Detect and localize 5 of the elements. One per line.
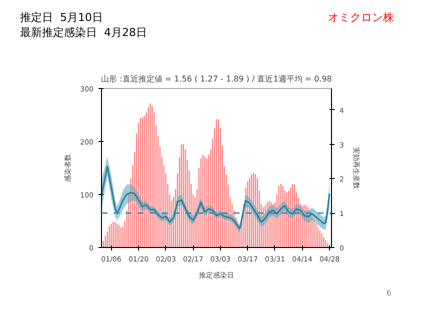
text: 6 [386,288,392,298]
text: 最新推定感染日 4月28日 [20,25,147,41]
text: オミクロン株 [328,10,394,26]
chart-title: 山形 :直近推定値 = 1.56 ( 1.27 - 1.89 ) / 直近1週平均 = 0.98 [101,74,332,84]
text: 推定日 5月10日 [20,10,103,26]
